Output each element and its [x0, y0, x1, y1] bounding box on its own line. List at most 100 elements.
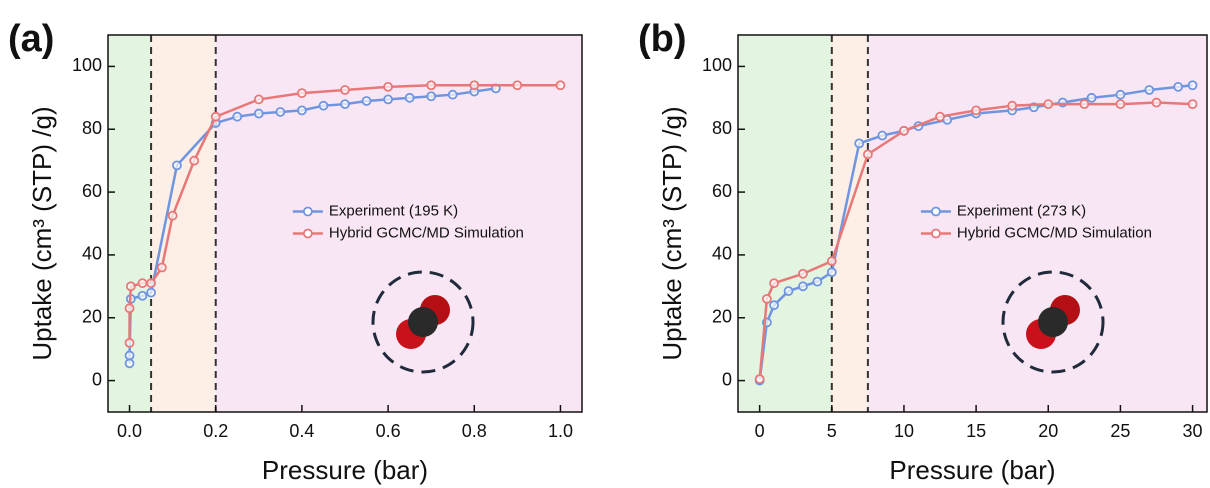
data-point [512, 80, 523, 91]
panel: 0 5 10 15 20 25 30 0 20 40 60 80 100 Pressure (bar) Up… [638, 18, 1208, 485]
x-tick-label: 5 [827, 421, 837, 441]
region [151, 35, 216, 412]
data-point [783, 286, 794, 296]
x-tick-label: 1.0 [548, 421, 573, 441]
panel-label: (b) [638, 18, 687, 60]
x-tick-label: 20 [1038, 421, 1058, 441]
data-point [1144, 85, 1155, 95]
x-tick-label: 0.6 [376, 421, 401, 441]
y-tick-label: 100 [702, 55, 732, 75]
panel-label: (a) [8, 18, 54, 60]
data-point [754, 374, 765, 384]
y-tick-label: 0 [722, 369, 732, 389]
y-tick-label: 100 [72, 55, 102, 75]
data-point [232, 111, 243, 122]
x-axis-title: Pressure (bar) [889, 455, 1055, 485]
data-point [189, 155, 200, 166]
plot-frame [737, 34, 1208, 413]
x-axis-title: Pressure (bar) [262, 455, 428, 485]
data-point [275, 107, 286, 117]
data-point [146, 287, 156, 298]
y-tick-label: 60 [82, 181, 102, 201]
data-point [156, 262, 167, 273]
data-point [137, 290, 148, 301]
co2-icon [1001, 270, 1105, 374]
x-tick-label: 10 [894, 421, 914, 441]
y-tick-label: 80 [82, 118, 102, 138]
data-point [761, 293, 772, 304]
data-point [318, 100, 329, 111]
data-point [383, 81, 393, 92]
region [738, 35, 832, 412]
x-tick-label: 0.0 [117, 421, 142, 441]
data-point [1086, 92, 1097, 103]
data-point [826, 256, 837, 267]
data-point [555, 80, 566, 91]
x-tick-label: 0 [755, 421, 765, 441]
data-point [124, 303, 135, 314]
data-point [297, 88, 307, 99]
data-point [798, 281, 808, 292]
data-point [361, 96, 372, 106]
data-point [124, 337, 135, 348]
data-point [798, 268, 808, 279]
x-tick-label: 0.8 [462, 421, 487, 441]
x-tick-label: 0.4 [289, 421, 314, 441]
data-point [1173, 81, 1184, 92]
region [867, 35, 1207, 412]
data-point [899, 125, 909, 136]
data-point [172, 160, 182, 171]
legend-label: Hybrid GCMC/MD Simulation [329, 224, 524, 241]
data-point [210, 111, 221, 122]
data-point [1079, 99, 1090, 110]
legend-marker [302, 228, 313, 239]
data-point [812, 276, 823, 287]
data-point [447, 89, 458, 100]
legend-label: Experiment (195 K) [329, 202, 458, 219]
data-point [862, 149, 873, 160]
data-point [426, 80, 437, 91]
data-point [1115, 89, 1126, 100]
data-point [167, 210, 178, 221]
legend-marker [302, 206, 313, 217]
data-point [1187, 99, 1198, 110]
data-point [124, 358, 135, 369]
data-point [404, 92, 415, 103]
data-point [971, 105, 982, 116]
data-point [877, 130, 888, 141]
data-point [253, 94, 264, 105]
data-point [340, 99, 350, 110]
y-tick-label: 20 [82, 307, 102, 327]
y-axis-title: Uptake (cm³ (STP) /g) [27, 106, 57, 360]
x-tick-label: 0.2 [203, 421, 228, 441]
data-point [253, 108, 264, 119]
legend-label: Experiment (273 K) [957, 202, 1086, 219]
y-tick-label: 20 [712, 307, 732, 327]
y-axis-title: Uptake (cm³ (STP) /g) [657, 106, 687, 360]
legend-marker [931, 228, 941, 239]
data-point [826, 267, 837, 278]
data-point [1043, 99, 1054, 110]
data-point [297, 105, 307, 116]
x-tick-label: 25 [1110, 421, 1130, 441]
y-tick-label: 40 [82, 244, 102, 264]
data-point [137, 278, 148, 289]
x-tick-label: 30 [1183, 421, 1203, 441]
y-tick-label: 0 [92, 369, 102, 389]
data-point [1187, 80, 1198, 91]
y-tick-label: 60 [712, 181, 732, 201]
data-point [854, 138, 865, 149]
data-point [1007, 100, 1018, 111]
data-point [383, 94, 393, 105]
data-point [426, 91, 437, 102]
data-point [1115, 99, 1126, 110]
panel: 0.0 0.2 0.4 0.6 0.8 1.0 0 20 40 60 80 100 Pressure (… [8, 18, 583, 485]
legend-marker [931, 206, 941, 217]
data-point [125, 281, 136, 292]
data-point [146, 278, 156, 289]
x-tick-label: 15 [966, 421, 986, 441]
data-point [935, 111, 945, 122]
data-point [769, 300, 779, 311]
data-point [124, 350, 135, 361]
data-point [769, 278, 779, 289]
